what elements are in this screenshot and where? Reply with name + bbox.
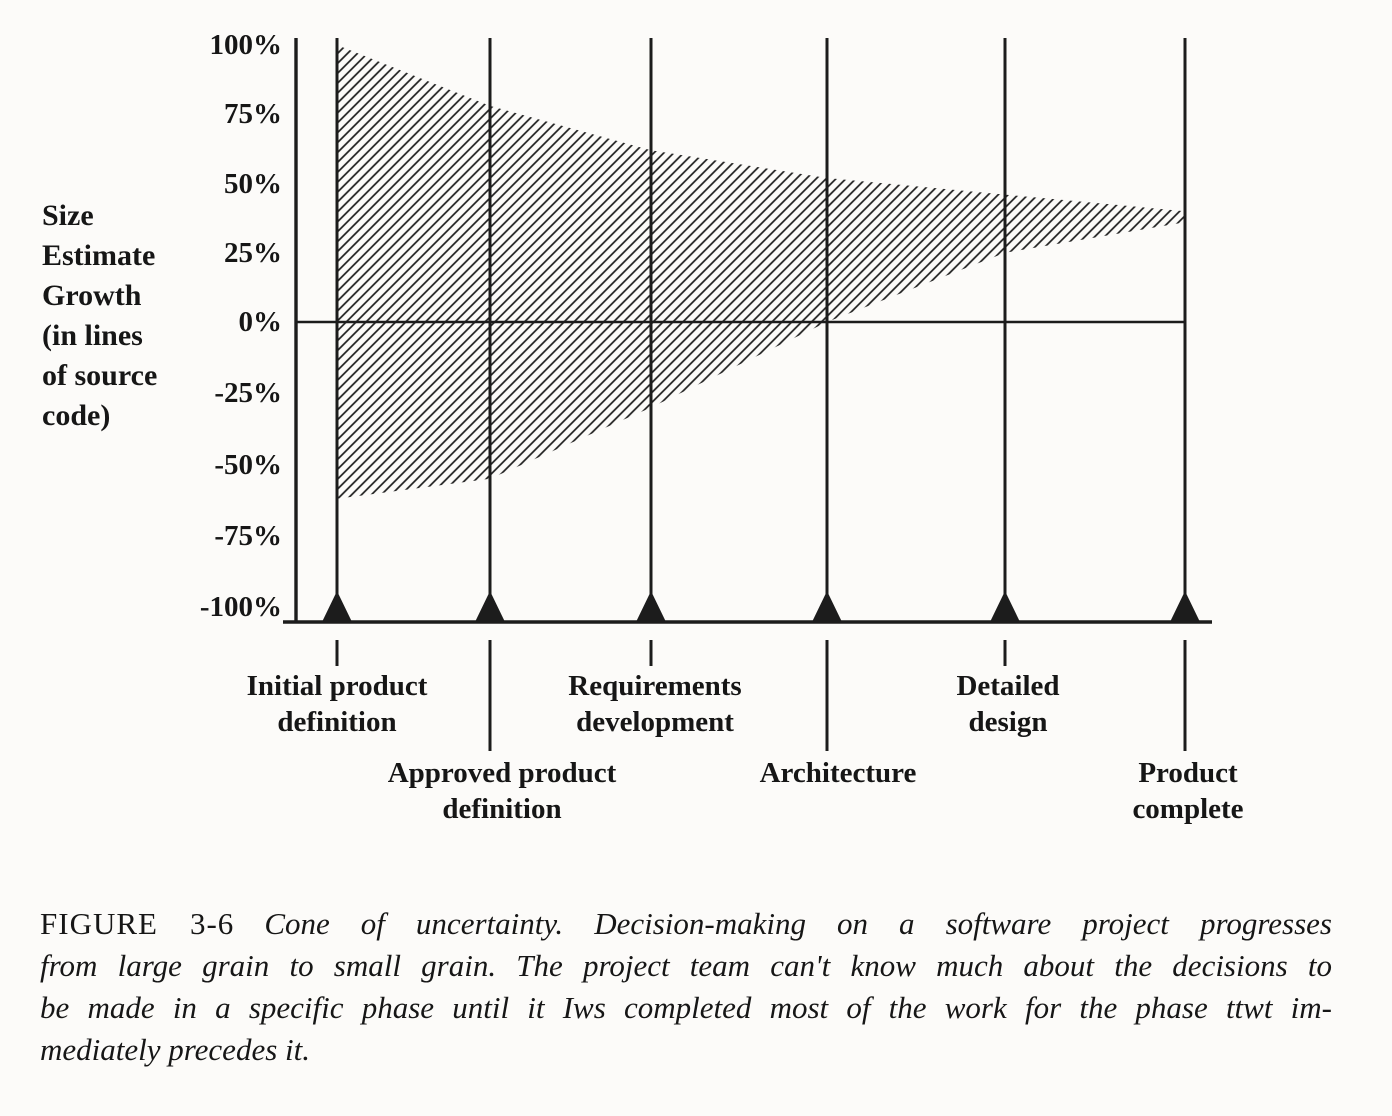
milestone-marker-triangle	[1170, 591, 1200, 622]
figure-caption-text: from large grain to small grain. The pro…	[40, 948, 1332, 983]
figure-caption: FIGURE 3-6 Cone of uncertainty. Decision-…	[40, 903, 1332, 1071]
y-axis-title-line: Estimate	[42, 239, 156, 272]
figure-caption-line: be made in a specific phase until it Iws…	[40, 987, 1332, 1029]
figure-caption-line: mediately precedes it.	[40, 1029, 1332, 1071]
milestone-label-line: Detailed	[956, 670, 1060, 702]
milestone-label-line: Initial product	[246, 670, 428, 702]
figure-caption-text: Cone of uncertainty. Decision-making on …	[264, 906, 1332, 941]
y-axis-title-line: Growth	[42, 279, 142, 312]
y-tick-label: -50%	[214, 448, 282, 481]
milestone-label-line: Requirements	[568, 670, 742, 702]
y-axis-title-line: Size	[42, 199, 94, 232]
milestone-label: Detailed design	[838, 668, 1178, 740]
uncertainty-cone-area	[337, 45, 1185, 499]
milestone-label: Product complete	[1018, 755, 1358, 827]
y-axis-title: Size Estimate Growth (in lines of source code…	[42, 196, 157, 436]
milestone-marker-triangle	[322, 591, 352, 622]
figure-caption-line: from large grain to small grain. The pro…	[40, 945, 1332, 987]
milestone-label-line: definition	[442, 793, 562, 825]
y-axis-title-line: code)	[42, 399, 111, 432]
y-tick-label: 75%	[224, 98, 282, 131]
milestone-label-line: Approved product	[387, 757, 617, 789]
y-tick-label: 25%	[224, 236, 282, 269]
y-axis-tick-labels: 100% 75% 50% 25% 0% -25% -50% -75% -100%	[150, 0, 282, 660]
milestone-label-line: complete	[1132, 793, 1244, 825]
y-tick-label: -100%	[199, 591, 282, 623]
y-axis-title-line: (in lines	[42, 319, 143, 352]
figure-caption-text: be made in a specific phase until it Iws…	[40, 990, 1332, 1025]
milestone-label-line: Architecture	[759, 757, 917, 789]
milestone-marker-triangle	[475, 591, 505, 622]
milestone-marker-triangle	[636, 591, 666, 622]
y-tick-label: 0%	[238, 306, 283, 338]
milestone-marker-triangle	[812, 591, 842, 622]
milestone-label-line: development	[576, 706, 734, 738]
figure-caption-text: mediately precedes it.	[40, 1032, 310, 1067]
figure-number-label: FIGURE 3-6	[40, 906, 235, 941]
figure-caption-line: FIGURE 3-6 Cone of uncertainty. Decision-…	[40, 903, 1332, 945]
y-tick-label: 50%	[224, 167, 282, 200]
y-tick-label: -25%	[214, 377, 282, 410]
y-tick-label: 100%	[209, 29, 283, 61]
milestone-label-line: design	[968, 706, 1048, 738]
milestone-label: Requirements development	[485, 668, 825, 740]
milestone-label: Initial product definition	[167, 668, 507, 740]
milestone-label: Approved product definition	[332, 755, 672, 827]
milestone-label-line: definition	[277, 706, 397, 738]
cone-of-uncertainty-chart	[283, 38, 1212, 751]
milestone-label: Architecture	[668, 755, 1008, 791]
y-tick-label: -75%	[214, 519, 282, 552]
y-axis-title-line: of source	[42, 359, 158, 392]
milestone-marker-triangle	[990, 591, 1020, 622]
milestone-label-line: Product	[1138, 757, 1238, 789]
